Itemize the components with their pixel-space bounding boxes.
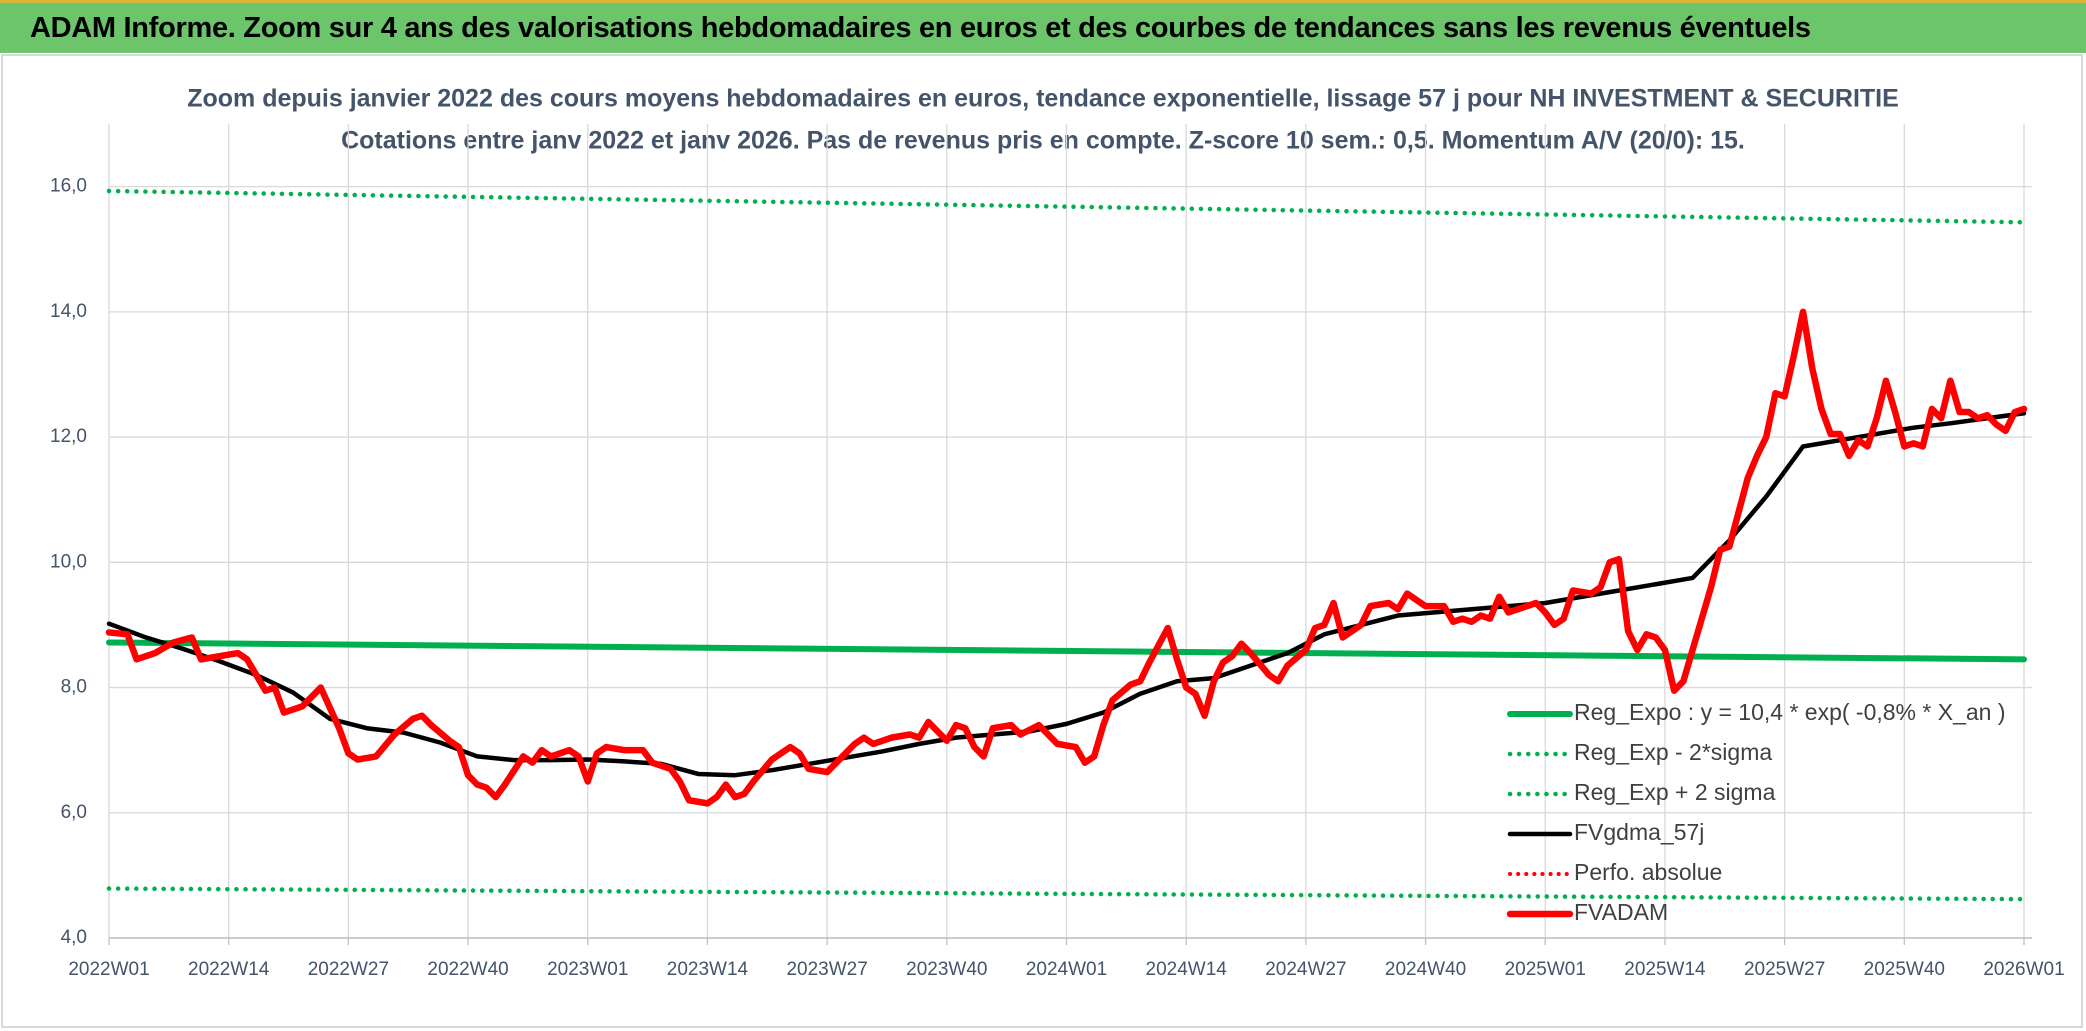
legend-label: FVgdma_57j (1574, 819, 1704, 845)
x-tick-label: 2025W27 (1744, 959, 1825, 980)
y-tick-label: 4,0 (61, 927, 87, 948)
x-tick-label: 2024W40 (1385, 959, 1466, 980)
x-tick-label: 2025W14 (1624, 959, 1706, 980)
x-tick-label: 2024W14 (1146, 959, 1228, 980)
y-tick-label: 6,0 (61, 802, 87, 823)
banner: ADAM Informe. Zoom sur 4 ans des valoris… (0, 0, 2086, 53)
chart-subtitle: Cotations entre janv 2022 et janv 2026. … (341, 127, 1745, 155)
legend-label: Perfo. absolue (1574, 859, 1722, 885)
chart-title: Zoom depuis janvier 2022 des cours moyen… (187, 85, 1899, 113)
x-tick-label: 2024W01 (1026, 959, 1107, 980)
legend-label: Reg_Exp - 2*sigma (1574, 739, 1772, 765)
series-line (105, 308, 2028, 807)
x-tick-label: 2023W01 (547, 959, 628, 980)
x-tick-label: 2023W27 (786, 959, 867, 980)
series-line (106, 411, 2027, 778)
y-tick-label: 12,0 (50, 426, 87, 447)
x-tick-label: 2023W14 (667, 959, 749, 980)
y-tick-label: 10,0 (50, 551, 87, 572)
y-tick-label: 8,0 (61, 677, 87, 698)
series-line (106, 886, 2027, 902)
x-tick-label: 2026W01 (1983, 959, 2064, 980)
legend-label: Reg_Expo : y = 10,4 * exp( -0,8% * X_an … (1574, 699, 2006, 725)
series-line (106, 639, 2027, 663)
chart: Zoom depuis janvier 2022 des cours moyen… (1, 54, 2083, 1028)
y-tick-label: 16,0 (50, 176, 87, 197)
legend-label: Reg_Exp + 2 sigma (1574, 779, 1776, 805)
x-tick-label: 2024W27 (1265, 959, 1346, 980)
x-tick-label: 2022W40 (427, 959, 508, 980)
x-tick-label: 2022W14 (188, 959, 270, 980)
legend-label: FVADAM (1574, 899, 1668, 925)
x-tick-label: 2022W27 (308, 959, 389, 980)
banner-title: ADAM Informe. Zoom sur 4 ans des valoris… (30, 12, 1811, 44)
x-tick-label: 2022W01 (68, 959, 149, 980)
series-line (106, 188, 2027, 225)
chart-frame (1, 54, 2083, 1028)
x-tick-label: 2023W40 (906, 959, 987, 980)
x-tick-label: 2025W01 (1505, 959, 1586, 980)
x-tick-label: 2025W40 (1864, 959, 1945, 980)
y-tick-label: 14,0 (50, 301, 87, 322)
